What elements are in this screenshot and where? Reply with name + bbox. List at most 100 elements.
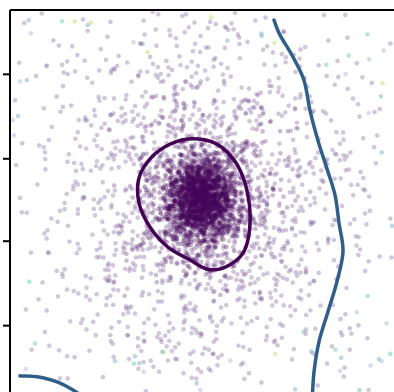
- scatter-point: [224, 165, 229, 171]
- scatter-point: [205, 200, 211, 205]
- scatter-point: [270, 50, 276, 55]
- scatter-point: [155, 175, 160, 180]
- scatter-point: [206, 189, 211, 195]
- scatter-point: [360, 186, 366, 192]
- scatter-point: [189, 330, 194, 336]
- scatter-point: [188, 201, 194, 207]
- scatter-point: [161, 263, 166, 268]
- scatter-point: [221, 260, 226, 265]
- scatter-point: [183, 184, 189, 189]
- scatter-point: [158, 196, 163, 201]
- scatter-point: [195, 208, 201, 214]
- scatter-point: [178, 218, 184, 224]
- scatter-point: [224, 244, 229, 250]
- scatter-point: [102, 267, 108, 273]
- scatter-point: [81, 181, 87, 187]
- scatter-point: [197, 193, 202, 199]
- scatter-point: [206, 249, 211, 254]
- scatter-point: [212, 177, 217, 183]
- scatter-point: [131, 267, 137, 273]
- scatter-point: [342, 157, 348, 162]
- scatter-point: [212, 219, 218, 224]
- scatter-point: [245, 174, 251, 179]
- scatter-point: [215, 202, 221, 207]
- scatter-point: [214, 211, 220, 217]
- scatter-point: [40, 280, 45, 285]
- scatter-point: [166, 231, 171, 236]
- scatter-point: [189, 183, 195, 188]
- scatter-point: [201, 190, 207, 196]
- scatter-point: [219, 214, 224, 220]
- scatter-point: [88, 123, 94, 128]
- scatter-point: [141, 18, 146, 24]
- scatter-point: [269, 303, 275, 308]
- scatter-point: [140, 247, 146, 252]
- scatter-point: [210, 218, 216, 223]
- scatter-point: [201, 229, 207, 235]
- scatter-point: [283, 54, 289, 60]
- scatter-point: [193, 177, 198, 182]
- scatter-point: [127, 268, 132, 274]
- scatter-point: [178, 295, 184, 301]
- scatter-point: [221, 251, 227, 256]
- scatter-point: [257, 289, 263, 295]
- scatter-point: [214, 167, 220, 172]
- scatter-point: [214, 150, 220, 156]
- scatter-point: [235, 234, 240, 240]
- scatter-point: [204, 188, 210, 194]
- scatter-point: [214, 168, 220, 174]
- scatter-point: [242, 230, 248, 235]
- scatter-point: [71, 288, 77, 294]
- scatter-point: [167, 114, 173, 120]
- scatter-point: [107, 293, 113, 299]
- scatter-point: [292, 105, 298, 111]
- scatter-point: [231, 216, 236, 222]
- scatter-point: [196, 191, 202, 196]
- scatter-point: [194, 190, 200, 195]
- scatter-point: [222, 24, 228, 30]
- scatter-point: [193, 125, 199, 131]
- scatter-point: [174, 261, 180, 267]
- scatter-point: [212, 245, 218, 250]
- scatter-point: [193, 162, 198, 168]
- scatter-point: [140, 289, 146, 295]
- scatter-point: [193, 304, 198, 310]
- scatter-point: [381, 48, 386, 53]
- scatter-point: [268, 245, 273, 251]
- scatter-point: [267, 235, 272, 241]
- scatter-point: [176, 198, 181, 203]
- scatter-point: [230, 202, 235, 208]
- scatter-point: [211, 117, 217, 123]
- scatter-point: [197, 196, 203, 201]
- scatter-point: [133, 263, 138, 268]
- scatter-point: [240, 344, 246, 350]
- scatter-point: [157, 190, 162, 195]
- scatter-point: [187, 117, 193, 122]
- scatter-point: [216, 178, 221, 183]
- scatter-point: [175, 227, 180, 233]
- scatter-point: [187, 237, 192, 243]
- scatter-point: [341, 374, 347, 379]
- scatter-point: [249, 243, 254, 249]
- scatter-point: [188, 201, 194, 207]
- scatter-point: [111, 183, 117, 188]
- scatter-point: [355, 182, 360, 188]
- scatter-point: [131, 116, 137, 122]
- scatter-point: [205, 153, 211, 159]
- scatter-point: [189, 375, 194, 381]
- scatter-point: [189, 203, 195, 209]
- scatter-point: [273, 63, 278, 68]
- scatter-point: [189, 179, 194, 184]
- scatter-point: [75, 52, 80, 58]
- scatter-point: [271, 225, 277, 231]
- scatter-point: [250, 197, 255, 203]
- scatter-point: [69, 44, 75, 49]
- scatter-point: [287, 190, 293, 195]
- scatter-point: [224, 250, 230, 256]
- scatter-point: [143, 89, 148, 95]
- scatter-point: [216, 179, 222, 185]
- scatter-point: [259, 221, 265, 227]
- scatter-point: [189, 247, 194, 252]
- scatter-point: [212, 125, 217, 130]
- scatter-point: [176, 184, 181, 190]
